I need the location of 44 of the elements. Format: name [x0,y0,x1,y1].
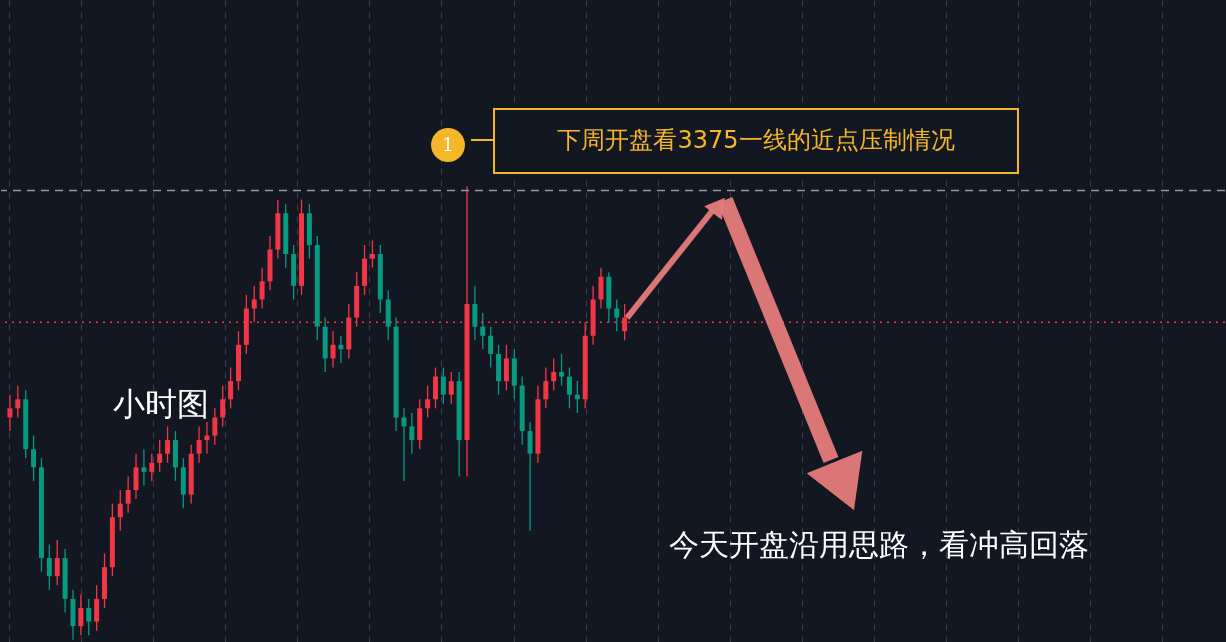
candlestick [543,366,549,409]
candlestick [46,543,52,591]
candlestick [503,344,509,391]
candlestick [220,385,226,428]
candlestick [196,425,202,464]
candlestick [165,425,171,464]
candlestick [472,285,478,341]
candlestick [54,539,60,586]
candlestick [7,394,13,432]
candlestick [488,326,494,369]
text: 今天开盘沿用思路，看冲高回落 [669,527,1089,562]
annotation: 小时图 [113,385,209,423]
candlestick [141,448,147,487]
candlestick [598,267,604,310]
candlestick [228,366,234,409]
candlestick [78,593,84,636]
candlestick [149,453,155,482]
candlestick [117,489,123,532]
candlestick [94,584,100,632]
candlestick [125,475,131,514]
candlestick [259,267,265,310]
candlestick [401,407,407,482]
candlestick [432,366,438,409]
text: 下周开盘看3375一线的近点压制情况 [557,126,955,154]
candlestick [251,285,257,323]
candlestick [157,439,163,473]
candlestick [15,385,21,419]
candlestick [440,366,446,405]
candlestick [330,330,336,369]
text: 1 [442,134,454,155]
candlestick [86,598,92,636]
candlestick [551,357,557,391]
candlestick [369,239,375,269]
candlestick [133,453,139,500]
candlestick [527,421,533,532]
candlestick [212,407,218,446]
candlestick [425,385,431,419]
candlestick [31,434,37,482]
candlestick [566,366,572,409]
candlestick [409,412,415,455]
candlestick [480,312,486,351]
candlestick [614,298,620,332]
candlestick [448,371,454,405]
candlestick [559,353,565,387]
